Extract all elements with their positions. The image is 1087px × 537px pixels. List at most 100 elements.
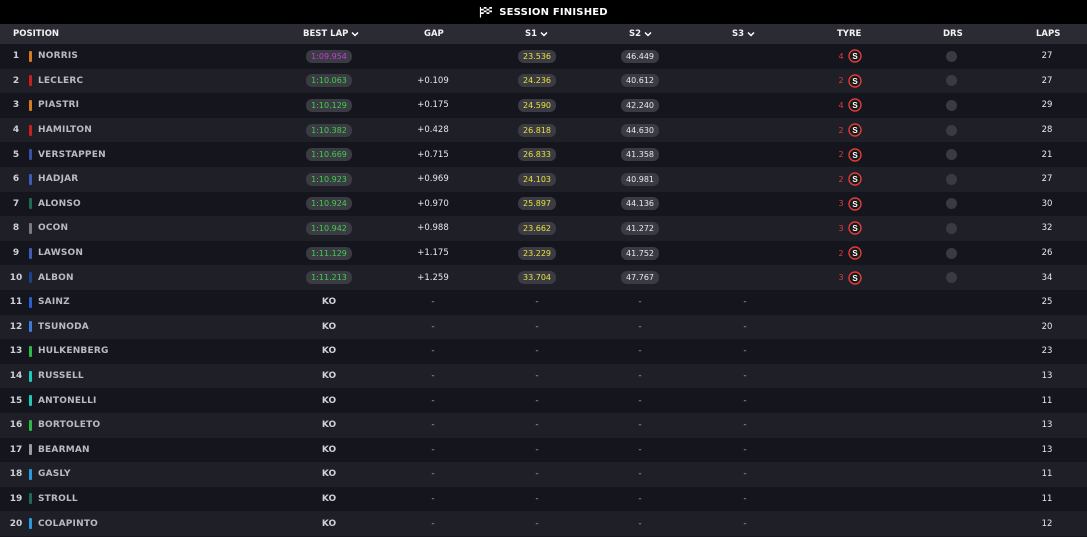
table-row[interactable]: 17 BEARMAN KO - - - - 13 — [0, 437, 1087, 463]
laps-value: 11 — [1041, 469, 1053, 480]
drs-dot-icon — [945, 222, 957, 234]
position-number: 14 — [9, 371, 23, 382]
sector3-value — [738, 69, 752, 94]
best-lap-ko: KO — [321, 469, 337, 480]
col-tyre[interactable]: TYRE — [837, 29, 862, 39]
col-s1[interactable]: S1 — [525, 24, 548, 44]
best-lap-cell: 1:11.213 — [306, 265, 352, 290]
sector3-value: - — [743, 297, 747, 308]
table-row[interactable]: 18 GASLY KO - - - - 11 — [0, 462, 1087, 487]
table-row[interactable]: 16 BORTOLETO KO - - - - 13 — [0, 412, 1087, 438]
table-row[interactable]: 14 RUSSELL KO - - - - 13 — [0, 363, 1087, 389]
position-number: 12 — [9, 321, 23, 332]
sector1-value: 33.704 — [518, 271, 556, 285]
tyre-age: 2 — [838, 125, 844, 135]
table-row[interactable]: 20 COLAPINTO KO - - - - 12 — [0, 511, 1087, 536]
best-lap-ko: KO — [321, 420, 337, 431]
sector2-value: - — [638, 444, 642, 455]
tyre-age: 2 — [838, 150, 844, 160]
gap-value: +1.175 — [417, 248, 449, 259]
tyre-compound-letter: S — [852, 224, 858, 233]
drs-dot-icon — [945, 124, 957, 136]
team-color-bar — [29, 438, 32, 463]
sector2-cell: 44.630 — [618, 118, 662, 143]
position-number: 11 — [9, 297, 23, 308]
sector1-value: - — [535, 321, 539, 332]
table-row[interactable]: 8 OCON 1:10.942 +0.988 23.662 41.272 3 S 32 — [0, 216, 1087, 241]
position-number: 13 — [9, 346, 23, 357]
team-color-bar — [29, 69, 32, 94]
table-row[interactable]: 3 PIASTRI 1:10.129 +0.175 24.590 42.240 4 S 2… — [0, 93, 1087, 118]
sector1-value: 23.229 — [518, 246, 556, 260]
laps-value: 11 — [1041, 493, 1053, 504]
drs-dot-icon — [945, 149, 957, 161]
laps-value: 34 — [1041, 272, 1053, 283]
gap-value: +0.988 — [417, 223, 449, 234]
laps-value: 13 — [1041, 420, 1053, 431]
position-number: 8 — [12, 223, 20, 234]
soft-tyre-icon: S — [847, 197, 862, 211]
best-lap-cell: KO — [308, 388, 350, 413]
team-color-bar — [29, 315, 32, 340]
table-row[interactable]: 2 LECLERC 1:10.063 +0.109 24.236 40.612 2 S 2… — [0, 68, 1087, 94]
gap-value: +0.109 — [417, 75, 449, 86]
table-row[interactable]: 12 TSUNODA KO - - - - 20 — [0, 314, 1087, 340]
sector1-value: - — [535, 444, 539, 455]
table-row[interactable]: 19 STROLL KO - - - - 11 — [0, 486, 1087, 512]
team-color-bar — [29, 192, 32, 217]
col-s3[interactable]: S3 — [732, 24, 755, 44]
gap-value: - — [431, 518, 435, 529]
sector1-value: 24.236 — [518, 74, 556, 88]
sector1-value: 26.833 — [518, 148, 556, 162]
best-lap-cell: KO — [308, 487, 350, 512]
sector1-value: - — [535, 469, 539, 480]
sector3-value: - — [743, 469, 747, 480]
table-row[interactable]: 4 HAMILTON 1:10.382 +0.428 26.818 44.630 2 S … — [0, 117, 1087, 143]
best-lap-cell: 1:10.669 — [306, 142, 352, 167]
team-color-bar — [29, 413, 32, 438]
col-gap[interactable]: GAP — [424, 29, 444, 39]
best-lap-cell: KO — [308, 364, 350, 389]
col-laps[interactable]: LAPS — [1036, 29, 1061, 39]
driver-name: OCON — [38, 223, 69, 234]
driver-name: HAMILTON — [38, 125, 92, 136]
best-lap-cell: KO — [308, 290, 350, 315]
col-position[interactable]: POSITION — [13, 29, 60, 39]
best-lap-time: 1:10.942 — [306, 221, 352, 235]
gap-value: +1.259 — [417, 272, 449, 283]
team-color-bar — [29, 167, 32, 192]
driver-name: LAWSON — [38, 248, 84, 259]
sector2-value: 42.240 — [621, 98, 659, 112]
driver-name: HADJAR — [38, 174, 79, 185]
tyre-age: 3 — [838, 199, 844, 209]
driver-name: LECLERC — [38, 75, 84, 86]
table-row[interactable]: 6 HADJAR 1:10.923 +0.969 24.103 40.981 2 S 27 — [0, 166, 1087, 192]
driver-name: BORTOLETO — [38, 420, 101, 431]
table-row[interactable]: 11 SAINZ KO - - - - 25 — [0, 289, 1087, 315]
table-row[interactable]: 5 VERSTAPPEN 1:10.669 +0.715 26.833 41.358 2 … — [0, 142, 1087, 167]
position-number: 4 — [12, 125, 20, 136]
drs-dot-icon — [945, 173, 957, 185]
laps-value: 23 — [1041, 346, 1053, 357]
table-row[interactable]: 7 ALONSO 1:10.924 +0.970 25.897 44.136 3 S 30 — [0, 191, 1087, 217]
best-lap-cell: KO — [308, 413, 350, 438]
sector2-cell: 40.981 — [618, 167, 662, 192]
best-lap-time: 1:10.129 — [306, 98, 352, 112]
tyre-cell: 2 S — [835, 167, 865, 192]
sector3-value — [738, 93, 752, 118]
col-drs[interactable]: DRS — [943, 29, 963, 39]
best-lap-ko: KO — [321, 321, 337, 332]
col-s2[interactable]: S2 — [629, 24, 652, 44]
table-row[interactable]: 1 NORRIS 1:09.954 23.536 46.449 4 S 27 — [0, 44, 1087, 69]
table-row[interactable]: 15 ANTONELLI KO - - - - 11 — [0, 388, 1087, 413]
best-lap-time: 1:10.669 — [306, 148, 352, 162]
col-best-lap[interactable]: BEST LAP — [303, 24, 359, 44]
table-row[interactable]: 13 HULKENBERG KO - - - - 23 — [0, 339, 1087, 364]
table-row[interactable]: 9 LAWSON 1:11.129 +1.175 23.229 41.752 2 S 26 — [0, 240, 1087, 266]
gap-value — [418, 44, 448, 69]
tyre-age: 2 — [838, 76, 844, 86]
sector3-value — [738, 167, 752, 192]
team-color-bar — [29, 364, 32, 389]
table-row[interactable]: 10 ALBON 1:11.213 +1.259 33.704 47.767 3 S 34 — [0, 265, 1087, 290]
sector2-value: 41.752 — [621, 246, 659, 260]
